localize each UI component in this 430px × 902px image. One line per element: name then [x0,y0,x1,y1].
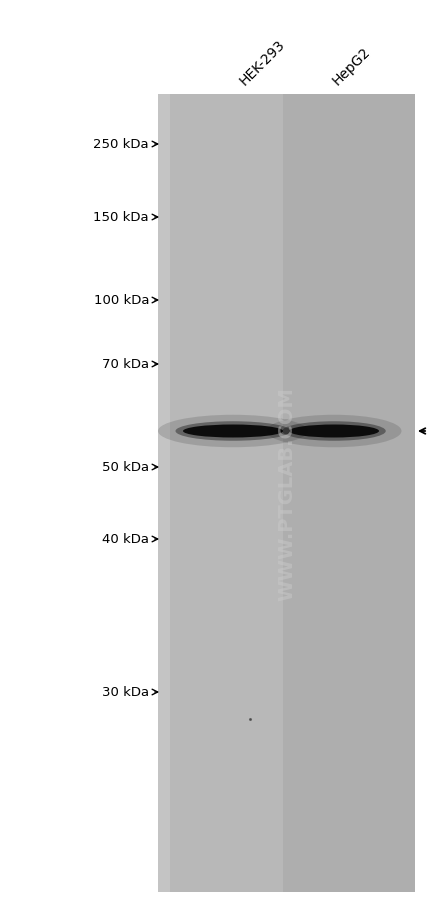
Ellipse shape [158,415,308,447]
Text: 150 kDa: 150 kDa [93,211,149,225]
Ellipse shape [282,422,386,441]
Bar [158,95,283,892]
Ellipse shape [175,422,291,441]
Text: 30 kDa: 30 kDa [102,686,149,699]
Text: HEK-293: HEK-293 [237,37,288,87]
Ellipse shape [289,425,379,438]
Bar [158,95,170,892]
Ellipse shape [183,425,283,438]
Text: 40 kDa: 40 kDa [102,533,149,546]
Text: 250 kDa: 250 kDa [93,138,149,152]
Text: 50 kDa: 50 kDa [102,461,149,474]
Text: HepG2: HepG2 [330,44,373,87]
Bar [158,95,415,892]
Ellipse shape [267,415,402,447]
Bar [283,95,415,892]
Text: WWW.PTGLAB.COM: WWW.PTGLAB.COM [277,387,296,600]
Text: 70 kDa: 70 kDa [102,358,149,371]
Text: 100 kDa: 100 kDa [93,294,149,308]
